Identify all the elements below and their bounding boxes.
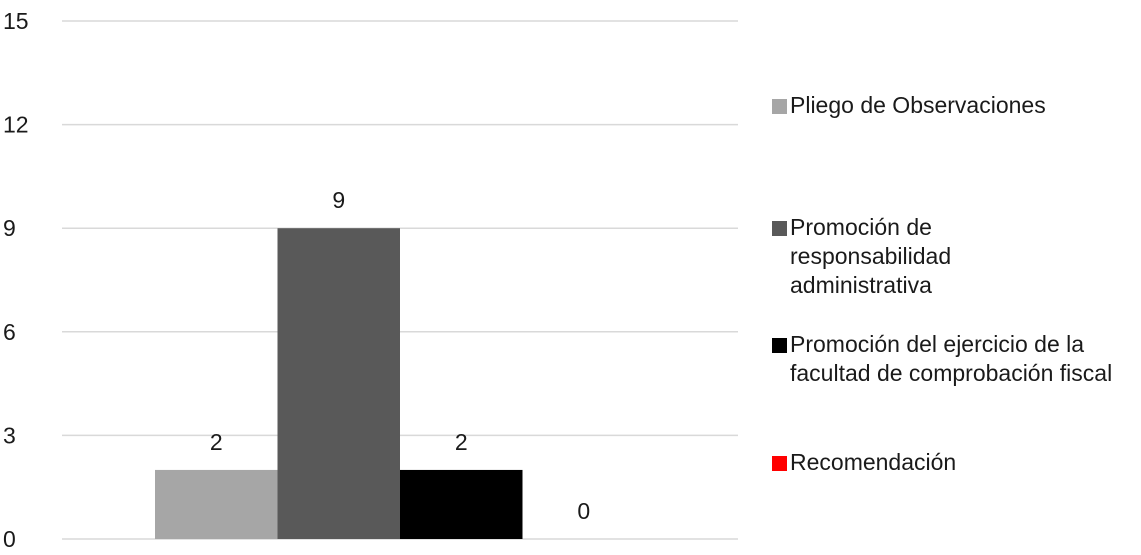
legend-swatch [772, 338, 787, 353]
y-tick-label: 12 [3, 112, 29, 138]
data-labels: 2 9 2 0 [210, 187, 590, 524]
y-tick-label: 6 [3, 319, 16, 345]
bar-0 [155, 469, 278, 539]
bars [155, 228, 523, 539]
legend-label: Promoción del ejercicio de la facultad d… [790, 331, 1113, 386]
y-axis-tick-labels: 0 3 6 9 12 15 [3, 8, 29, 552]
legend-swatch [772, 221, 787, 236]
bar-1 [277, 228, 400, 539]
legend-item-promocion-de-responsabilidad-administrativa: Promoción de responsabilidad administrat… [772, 213, 992, 300]
legend-label: Promoción de responsabilidad administrat… [790, 214, 952, 298]
y-tick-label: 15 [3, 8, 29, 34]
data-label: 2 [455, 429, 468, 455]
y-tick-label: 9 [3, 215, 16, 241]
legend: Pliego de Observaciones Promoción de res… [772, 0, 1141, 550]
data-label: 9 [332, 187, 345, 213]
data-label: 2 [210, 429, 223, 455]
y-tick-label: 0 [3, 526, 16, 550]
bar-2 [400, 469, 523, 539]
data-label: 0 [577, 498, 590, 524]
y-tick-label: 3 [3, 422, 16, 448]
legend-swatch [772, 456, 787, 471]
legend-item-promocion-del-ejercicio-de-la-facultad: Promoción del ejercicio de la facultad d… [772, 330, 1141, 388]
legend-item-pliego-de-observaciones: Pliego de Observaciones [772, 91, 1141, 120]
legend-label: Recomendación [790, 449, 957, 475]
legend-item-recomendacion: Recomendación [772, 448, 1141, 477]
legend-swatch [772, 99, 787, 114]
legend-label: Pliego de Observaciones [790, 92, 1046, 118]
